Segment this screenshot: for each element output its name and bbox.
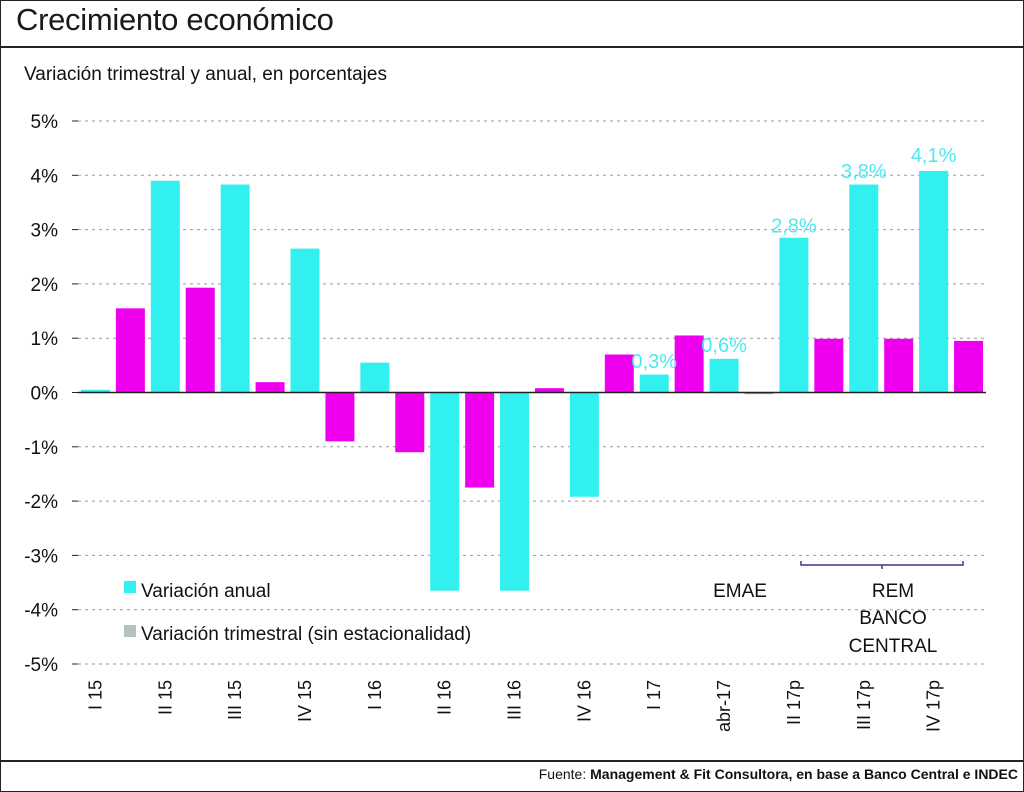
bar-anual-4 — [220, 184, 250, 393]
x-category-label: II 15 — [155, 680, 175, 715]
data-label: 2,8% — [771, 215, 817, 237]
bars — [80, 170, 984, 591]
bar-trimestral-25 — [954, 340, 984, 393]
source-text: Management & Fit Consultora, en base a B… — [590, 766, 1018, 782]
x-category-label: III 17p — [854, 680, 874, 730]
y-tick-label: -2% — [24, 492, 58, 513]
data-label: 0,3% — [631, 351, 677, 373]
title-divider — [0, 46, 1024, 48]
bar-trimestral-5 — [255, 382, 285, 393]
legend: Variación anual Variación trimestral (si… — [124, 581, 471, 645]
y-tick-label: 4% — [31, 166, 59, 187]
bar-trimestral-3 — [185, 287, 215, 393]
y-tick-label: 5% — [31, 112, 59, 133]
x-category-label: IV 15 — [295, 680, 315, 722]
x-category-label: I 17 — [644, 680, 664, 710]
x-axis-labels: I 15 II 15 III 15 IV 15 I 16 II 16 III 16 IV 16… — [85, 680, 943, 732]
bar-anual-24 — [919, 170, 949, 393]
x-category-label: III 15 — [225, 680, 245, 720]
data-labels: 0,3% 0,6% 2,8% 3,8% 4,1% — [631, 145, 956, 373]
bar-anual-14 — [569, 392, 599, 497]
y-tick-label: 3% — [31, 221, 59, 242]
bar-anual-16 — [639, 374, 669, 393]
source-note: Fuente: Management & Fit Consultora, en … — [539, 766, 1018, 782]
x-category-label: II 17p — [784, 680, 804, 725]
bar-anual-8 — [360, 362, 390, 393]
bar-anual-12 — [500, 392, 530, 591]
legend-label-trimestral: Variación trimestral (sin estacionalidad… — [141, 624, 471, 645]
emae-note: EMAE — [713, 581, 767, 602]
x-category-label: III 16 — [505, 680, 525, 720]
bar-anual-22 — [849, 184, 879, 393]
rem-note-line-3: CENTRAL — [849, 636, 938, 657]
x-category-label: IV 17p — [924, 680, 944, 732]
data-label: 3,8% — [841, 161, 887, 183]
rem-bracket — [800, 561, 964, 569]
bar-trimestral-23 — [884, 338, 914, 393]
legend-label-anual: Variación anual — [141, 581, 271, 602]
bar-trimestral-13 — [534, 388, 564, 393]
bar-trimestral-15 — [604, 354, 634, 393]
bar-trimestral-7 — [325, 392, 355, 442]
y-tick-label: -4% — [24, 601, 58, 622]
chart-subtitle: Variación trimestral y anual, en porcent… — [24, 64, 387, 85]
bar-anual-20 — [779, 237, 809, 393]
footer-divider — [0, 760, 1024, 762]
bar-trimestral-1 — [115, 308, 145, 393]
y-tick-label: 2% — [31, 275, 59, 296]
x-category-label: IV 16 — [574, 680, 594, 722]
page-title: Crecimiento económico — [16, 2, 334, 37]
y-axis-labels: 5% 4% 3% 2% 1% 0% -1% -2% -3% -4% -5% — [24, 112, 58, 676]
legend-swatch-trimestral — [124, 625, 136, 637]
rem-note-line-1: REM — [872, 581, 914, 602]
bar-anual-6 — [290, 248, 320, 393]
bar-anual-10 — [430, 392, 460, 591]
rem-note-line-2: BANCO — [859, 608, 927, 629]
y-tick-label: -1% — [24, 438, 58, 459]
y-tick-label: -5% — [24, 655, 58, 676]
bar-anual-18 — [709, 358, 739, 393]
x-category-label: I 15 — [85, 680, 105, 710]
bar-trimestral-11 — [465, 392, 495, 488]
bar-anual-0 — [80, 389, 110, 393]
bar-trimestral-19 — [744, 392, 774, 395]
bar-trimestral-17 — [674, 335, 704, 393]
y-tick-label: 0% — [31, 384, 59, 405]
legend-swatch-anual — [124, 581, 136, 593]
bar-anual-2 — [150, 180, 180, 393]
y-tick-label: -3% — [24, 546, 58, 567]
bar-trimestral-21 — [814, 338, 844, 393]
y-tick-label: 1% — [31, 329, 59, 350]
x-category-label: I 16 — [365, 680, 385, 710]
source-label: Fuente: — [538, 766, 587, 782]
x-category-label: II 16 — [435, 680, 455, 715]
x-category-label: abr-17 — [714, 680, 734, 732]
grid-lines — [72, 120, 986, 665]
data-label: 4,1% — [911, 145, 957, 167]
data-label: 0,6% — [701, 335, 747, 357]
bar-trimestral-9 — [395, 392, 425, 453]
